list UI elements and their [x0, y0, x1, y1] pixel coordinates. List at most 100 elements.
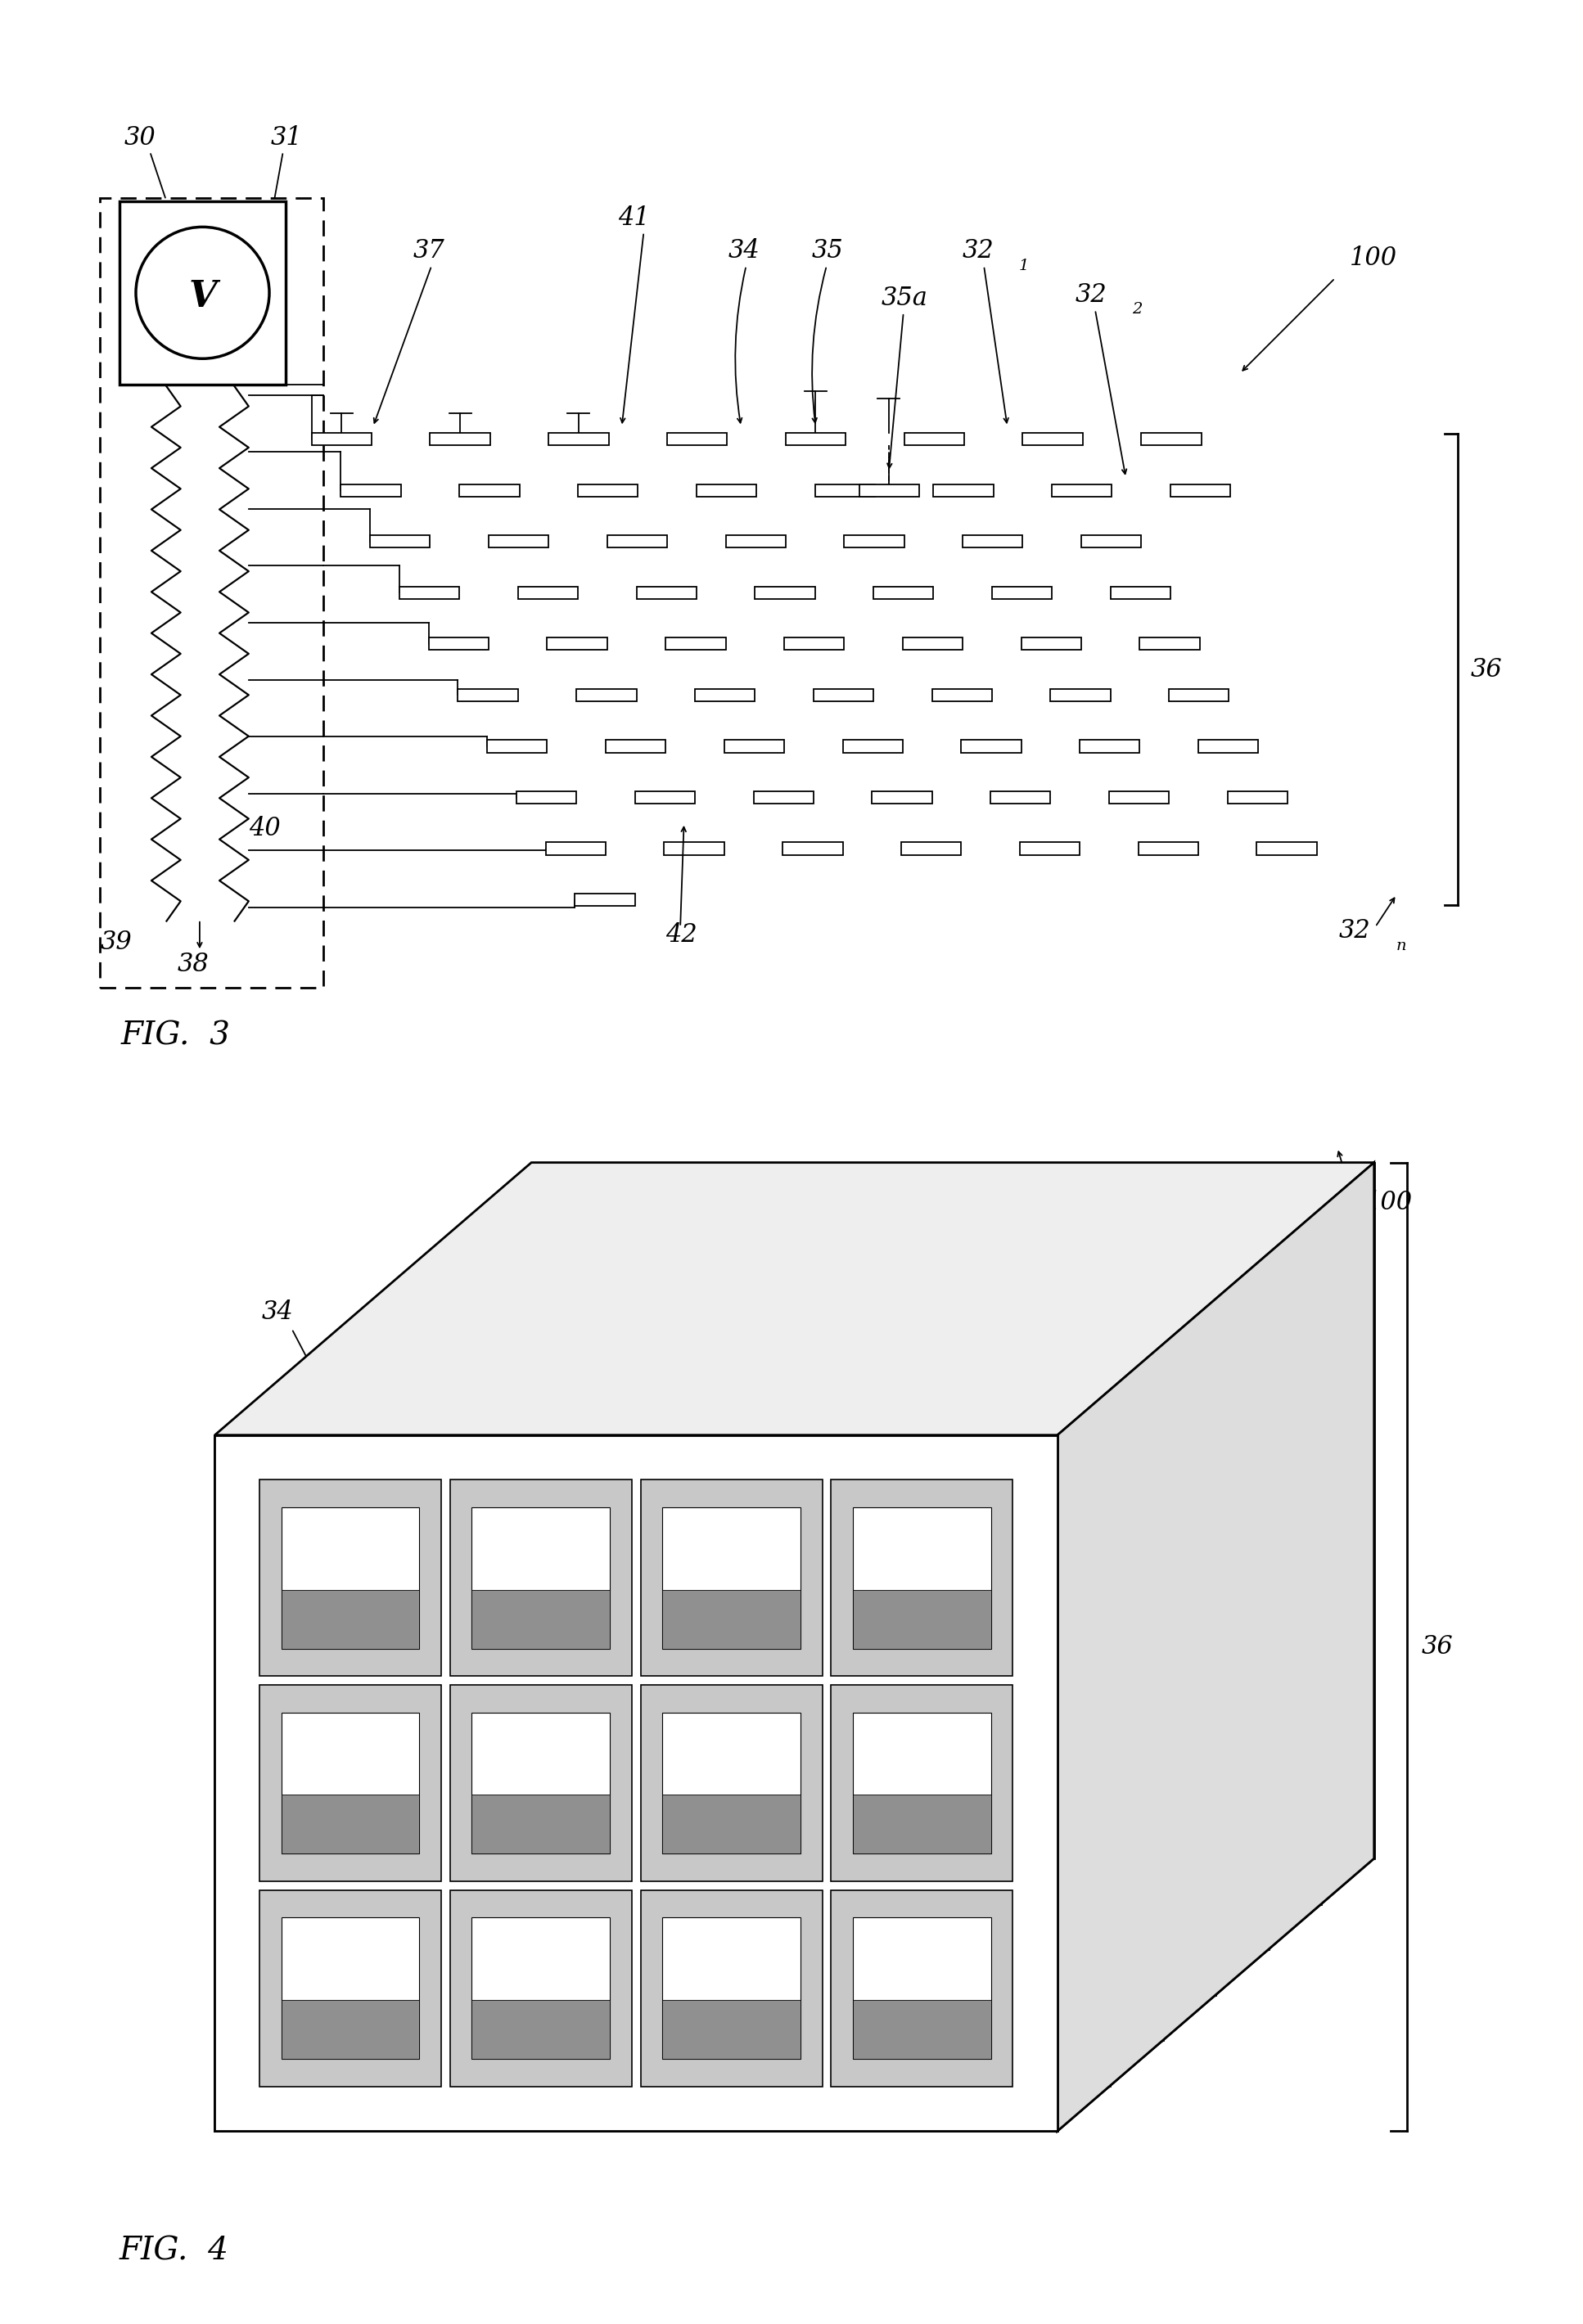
Polygon shape	[1216, 1253, 1268, 1994]
Polygon shape	[472, 1508, 609, 1648]
Bar	[666, 432, 727, 446]
Polygon shape	[450, 1480, 632, 1676]
Polygon shape	[260, 1685, 442, 1880]
Bar	[815, 483, 875, 497]
Bar	[100, 198, 323, 988]
Bar	[991, 790, 1051, 804]
Bar	[902, 637, 962, 651]
Bar	[312, 432, 372, 446]
Bar	[1080, 739, 1140, 753]
Polygon shape	[853, 2001, 991, 2059]
Polygon shape	[215, 1162, 1374, 1434]
Bar	[993, 586, 1053, 600]
Bar	[518, 586, 578, 600]
Polygon shape	[215, 1434, 1057, 2131]
Polygon shape	[472, 1917, 609, 2059]
Text: 34: 34	[728, 237, 760, 263]
Bar	[1168, 688, 1228, 702]
Bar	[636, 586, 697, 600]
Polygon shape	[532, 1162, 1374, 1859]
Bar	[901, 841, 961, 855]
Polygon shape	[1268, 1208, 1322, 1950]
Bar	[516, 790, 576, 804]
Polygon shape	[478, 1208, 1322, 1903]
Bar	[860, 483, 920, 497]
Text: FIG.  4: FIG. 4	[120, 2236, 230, 2266]
Bar	[1140, 637, 1200, 651]
Polygon shape	[662, 1794, 801, 1855]
Text: 35a: 35a	[659, 1299, 704, 1325]
Polygon shape	[831, 1889, 1013, 2087]
Bar	[635, 790, 695, 804]
Bar	[1198, 739, 1258, 753]
Polygon shape	[641, 1480, 822, 1676]
Bar	[962, 535, 1023, 548]
Polygon shape	[831, 1480, 1013, 1676]
Bar	[431, 432, 491, 446]
Polygon shape	[426, 1253, 1268, 1950]
Bar	[549, 432, 608, 446]
Bar	[119, 202, 287, 383]
Polygon shape	[853, 1713, 991, 1855]
Polygon shape	[641, 1685, 822, 1880]
Bar	[1051, 688, 1110, 702]
Text: 32: 32	[1056, 1278, 1088, 1304]
Bar	[842, 739, 902, 753]
Polygon shape	[1057, 1162, 1374, 2131]
Text: 30: 30	[125, 125, 157, 151]
Polygon shape	[260, 1889, 442, 2087]
Bar	[932, 688, 993, 702]
Bar	[1257, 841, 1317, 855]
Text: 32: 32	[1339, 918, 1371, 944]
Polygon shape	[662, 1508, 801, 1648]
Bar	[1053, 483, 1111, 497]
Polygon shape	[282, 1713, 419, 1855]
Polygon shape	[662, 1917, 801, 2059]
Polygon shape	[215, 1434, 1057, 2131]
Polygon shape	[1164, 1299, 1216, 2040]
Bar	[1023, 432, 1083, 446]
Text: n: n	[1396, 939, 1406, 953]
Bar	[934, 483, 994, 497]
Bar	[1081, 535, 1141, 548]
Polygon shape	[662, 1713, 801, 1855]
Text: 1: 1	[1019, 258, 1029, 272]
Polygon shape	[450, 1889, 632, 2087]
Bar	[489, 535, 549, 548]
Bar	[782, 841, 842, 855]
Bar	[723, 739, 784, 753]
Polygon shape	[282, 1590, 419, 1648]
Bar	[665, 841, 723, 855]
Bar	[1141, 432, 1201, 446]
Bar	[488, 739, 548, 753]
Polygon shape	[320, 1343, 1164, 2040]
Text: 39: 39	[100, 930, 131, 955]
Bar	[755, 586, 815, 600]
Bar	[546, 841, 606, 855]
Bar	[1138, 841, 1198, 855]
Bar	[1227, 790, 1287, 804]
Bar	[814, 688, 874, 702]
Text: 37: 37	[413, 237, 445, 263]
Polygon shape	[662, 1590, 801, 1648]
Text: 42: 42	[666, 923, 698, 948]
Text: 35: 35	[812, 237, 844, 263]
Polygon shape	[450, 1685, 632, 1880]
Bar	[784, 637, 844, 651]
Bar	[608, 535, 666, 548]
Bar	[1021, 637, 1081, 651]
Bar	[457, 688, 518, 702]
Bar	[872, 790, 932, 804]
Bar	[370, 535, 431, 548]
Text: 40: 40	[249, 816, 280, 841]
Text: 32: 32	[1075, 281, 1107, 307]
Text: 35: 35	[503, 1271, 535, 1297]
Bar	[844, 535, 904, 548]
Polygon shape	[831, 1685, 1013, 1880]
Polygon shape	[853, 1590, 991, 1648]
Bar	[874, 586, 934, 600]
Bar	[1170, 483, 1230, 497]
Text: 38: 38	[177, 951, 209, 976]
Bar	[1110, 586, 1170, 600]
Polygon shape	[472, 1590, 609, 1648]
